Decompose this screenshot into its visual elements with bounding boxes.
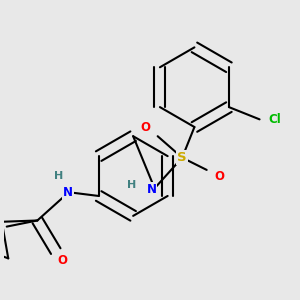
Text: H: H xyxy=(127,180,136,190)
Text: Cl: Cl xyxy=(268,113,281,126)
Text: N: N xyxy=(63,186,73,200)
Text: O: O xyxy=(214,169,224,182)
Text: S: S xyxy=(177,151,187,164)
Text: O: O xyxy=(57,254,67,267)
Text: O: O xyxy=(140,121,150,134)
Text: N: N xyxy=(146,183,157,196)
Text: H: H xyxy=(54,171,63,181)
